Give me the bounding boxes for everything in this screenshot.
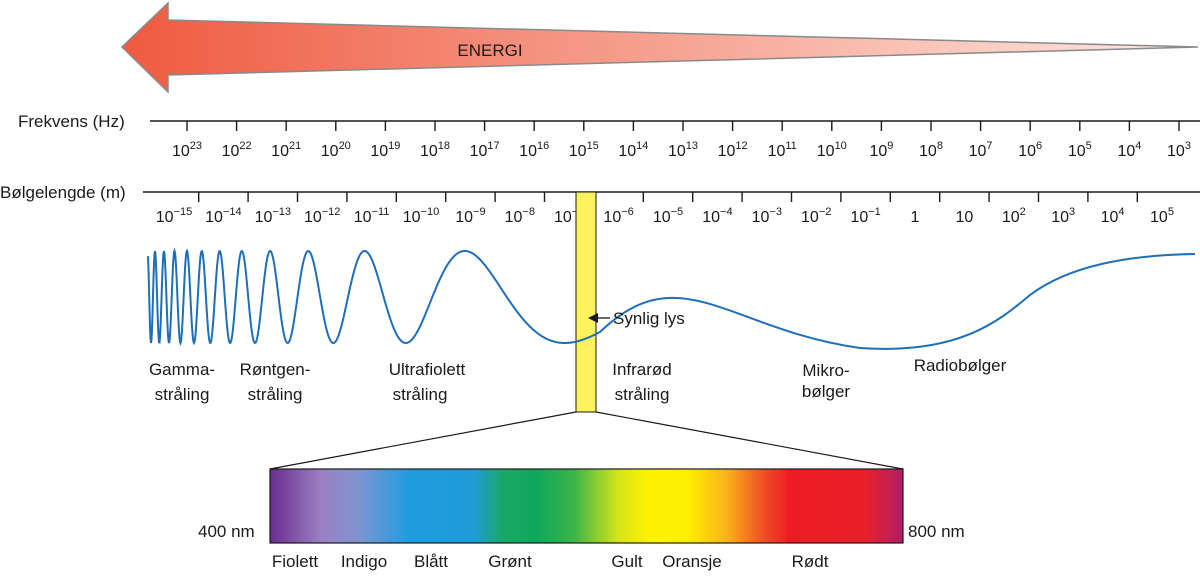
frequency-tick-label: 105 <box>1068 140 1092 160</box>
color-label-yellow: Gult <box>611 552 642 571</box>
wavelength-tick-label: 10−4 <box>702 206 732 226</box>
wavelength-tick-label: 10−12 <box>304 206 340 226</box>
frequency-tick-label: 109 <box>869 140 893 160</box>
color-label-blue: Blått <box>414 552 448 571</box>
wavelength-tick-label: 105 <box>1150 206 1174 226</box>
wavelength-axis-label: Bølgelengde (m) <box>0 183 126 202</box>
region-gamma-line1: Gamma- <box>149 360 215 379</box>
region-xray-line2: stråling <box>248 385 303 404</box>
wavelength-tick-label: 10−6 <box>603 206 633 226</box>
frequency-tick-label: 1023 <box>172 140 202 160</box>
visible-light-label: Synlig lys <box>613 309 685 328</box>
region-gamma-line2: stråling <box>155 385 210 404</box>
frequency-ticks: 1023 1022 1021 1020 1019 1018 1017 1016 1015 1014… <box>172 121 1191 160</box>
wavelength-tick-label: 10−8 <box>505 206 535 226</box>
frequency-tick-label: 103 <box>1167 140 1191 160</box>
spectrum-max-label: 800 nm <box>908 522 965 541</box>
wavelength-tick-label: 10−5 <box>653 206 683 226</box>
frequency-tick-label: 1014 <box>618 140 648 160</box>
wavelength-tick-label: 10−15 <box>156 206 192 226</box>
frequency-tick-label: 1022 <box>222 140 252 160</box>
zoom-line-right <box>595 411 904 470</box>
visible-light-pointer: Synlig lys <box>588 309 685 328</box>
wavelength-tick-label: 10−11 <box>354 206 390 226</box>
wavelength-tick-label: 103 <box>1051 206 1075 226</box>
frequency-axis: Frekvens (Hz) 1023 1022 1021 1020 1019 1018 10… <box>18 112 1200 160</box>
frequency-tick-label: 1018 <box>420 140 450 160</box>
wavelength-tick-label: 10−9 <box>455 206 485 226</box>
wavelength-tick-label: 1 <box>911 209 920 226</box>
region-radio-line1: Radiobølger <box>914 356 1007 375</box>
color-label-violet: Fiolett <box>272 552 319 571</box>
zoom-lines <box>269 411 904 470</box>
frequency-tick-label: 1020 <box>321 140 351 160</box>
wavelength-ticks: 10−15 10−14 10−13 10−12 10−11 10−10 10−9 10−8 10… <box>156 192 1174 226</box>
region-uv-line1: Ultrafiolett <box>389 360 466 379</box>
wavelength-tick-label: 10−13 <box>255 206 291 226</box>
energy-arrow-shape <box>120 1 1199 94</box>
region-ir-line1: Infrarød <box>612 360 672 379</box>
color-label-orange: Oransje <box>662 552 722 571</box>
frequency-tick-label: 1021 <box>271 140 301 160</box>
visible-light-band <box>575 191 597 413</box>
energy-label: ENERGI <box>457 41 522 60</box>
energy-arrow: ENERGI <box>120 1 1199 94</box>
frequency-tick-label: 1017 <box>470 140 500 160</box>
region-labels: Gamma- stråling Røntgen- stråling Ultraf… <box>149 356 1007 404</box>
spectrum-min-label: 400 nm <box>198 522 255 541</box>
pointer-arrowhead-icon <box>588 313 598 323</box>
frequency-tick-label: 1010 <box>817 140 847 160</box>
frequency-tick-label: 106 <box>1018 140 1042 160</box>
wavelength-tick-label: 10−3 <box>752 206 782 226</box>
frequency-tick-label: 1011 <box>768 140 797 160</box>
spectrum-color-labels: Fiolett Indigo Blått Grønt Gult Oransje … <box>272 552 829 571</box>
region-micro-line2: bølger <box>802 382 851 401</box>
frequency-axis-label: Frekvens (Hz) <box>18 112 125 131</box>
frequency-tick-label: 104 <box>1117 140 1141 160</box>
region-xray-line1: Røntgen- <box>240 360 311 379</box>
frequency-tick-label: 1016 <box>519 140 549 160</box>
region-uv-line2: stråling <box>393 385 448 404</box>
wavelength-tick-label: 10−1 <box>850 206 880 226</box>
frequency-tick-label: 1012 <box>718 140 748 160</box>
wavelength-tick-label: 10−2 <box>801 206 831 226</box>
wavelength-tick-label: 10−10 <box>403 206 439 226</box>
wavelength-tick-label: 10−14 <box>205 206 241 226</box>
frequency-tick-label: 1015 <box>569 140 599 160</box>
frequency-tick-label: 108 <box>919 140 943 160</box>
region-ir-line2: stråling <box>615 385 670 404</box>
electromagnetic-wave <box>147 247 1196 350</box>
frequency-tick-label: 107 <box>969 140 993 160</box>
wavelength-tick-label: 104 <box>1101 206 1125 226</box>
wavelength-axis: Bølgelengde (m) 10−15 10−14 10−13 10−12 10−1… <box>0 183 1200 226</box>
frequency-tick-label: 1019 <box>370 140 400 160</box>
visible-spectrum-bar <box>269 468 904 544</box>
color-label-red: Rødt <box>792 552 829 571</box>
frequency-tick-label: 1013 <box>668 140 698 160</box>
color-label-indigo: Indigo <box>341 552 387 571</box>
color-label-green: Grønt <box>488 552 532 571</box>
wavelength-tick-label: 102 <box>1002 206 1026 226</box>
wavelength-tick-label: 10 <box>956 209 974 226</box>
zoom-line-left <box>269 411 577 470</box>
region-micro-line1: Mikro- <box>802 361 849 380</box>
